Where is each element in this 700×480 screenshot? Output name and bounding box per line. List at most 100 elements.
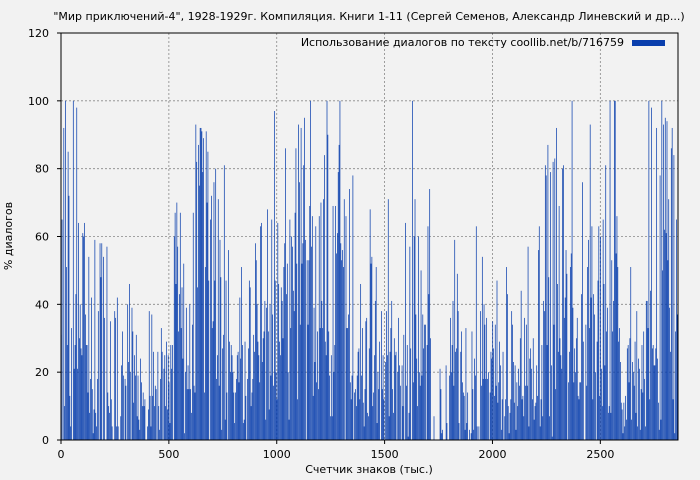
bar — [526, 385, 528, 440]
bar — [579, 382, 581, 440]
bar — [416, 358, 418, 440]
bar — [183, 263, 185, 440]
bar — [549, 416, 551, 440]
bar — [450, 317, 451, 440]
bar — [117, 426, 119, 440]
bar — [314, 361, 316, 440]
bar — [96, 426, 97, 440]
bar — [676, 219, 677, 440]
bar — [485, 378, 487, 440]
bar — [198, 144, 199, 441]
bar — [84, 222, 85, 440]
bar — [94, 239, 96, 440]
bar — [385, 361, 387, 440]
bar — [349, 189, 350, 440]
bar — [190, 389, 192, 440]
bar — [644, 378, 645, 440]
bar — [239, 297, 241, 440]
bar — [532, 338, 534, 440]
bar — [469, 429, 470, 440]
bar — [167, 355, 169, 440]
bar — [356, 375, 358, 440]
bar — [661, 100, 663, 440]
bar — [663, 124, 664, 440]
bar — [292, 246, 293, 440]
bar — [180, 328, 182, 440]
bar — [144, 399, 146, 440]
bar — [426, 345, 428, 440]
bar — [497, 402, 499, 440]
bar — [529, 358, 531, 440]
bar — [192, 324, 193, 440]
bar — [351, 375, 353, 440]
bar — [588, 328, 590, 440]
bar — [324, 155, 325, 440]
bar — [290, 328, 292, 440]
bar — [342, 250, 343, 440]
bar — [318, 216, 320, 440]
bar — [135, 375, 136, 440]
bar — [559, 338, 561, 440]
bar — [309, 205, 311, 440]
bar — [635, 412, 637, 440]
bar — [85, 314, 86, 440]
bar — [76, 107, 78, 440]
bar — [504, 416, 506, 440]
bar — [520, 290, 522, 440]
bar — [599, 395, 601, 440]
bar — [182, 358, 184, 440]
bar — [442, 429, 444, 440]
bar — [492, 321, 494, 440]
bar — [639, 368, 640, 440]
bar — [153, 351, 154, 440]
bar — [576, 317, 578, 440]
bar — [573, 382, 575, 440]
bar — [465, 328, 467, 440]
bar — [587, 267, 588, 440]
bar — [658, 429, 660, 440]
bar — [387, 199, 389, 440]
bar — [240, 358, 242, 440]
bar — [371, 256, 373, 440]
bar — [128, 361, 129, 440]
bar — [544, 165, 546, 440]
bar — [253, 334, 255, 440]
bar — [421, 375, 423, 440]
bar — [555, 389, 557, 440]
y-tick-label: 40 — [35, 298, 49, 311]
bar — [482, 378, 484, 440]
bar — [172, 345, 173, 440]
bar — [150, 426, 152, 440]
bar — [212, 321, 214, 440]
bar — [578, 399, 580, 440]
bar — [173, 236, 175, 440]
bar — [536, 365, 538, 440]
bar — [328, 331, 330, 440]
bar — [192, 212, 194, 440]
bar — [341, 260, 343, 440]
bar — [514, 365, 516, 440]
bar — [648, 100, 650, 440]
bar — [664, 117, 666, 441]
bar — [368, 348, 370, 440]
bar — [337, 172, 339, 440]
bar — [301, 263, 303, 440]
bar — [166, 409, 168, 440]
bar — [91, 389, 93, 440]
bar — [168, 382, 170, 440]
bar — [93, 409, 95, 440]
bar — [203, 138, 204, 440]
bar — [390, 328, 392, 440]
x-tick-label: 1000 — [263, 448, 291, 461]
bar — [657, 358, 658, 440]
bar — [650, 290, 651, 440]
bar — [220, 277, 222, 440]
bar — [294, 212, 296, 440]
bar — [257, 341, 259, 440]
bar — [322, 328, 324, 440]
bar — [204, 267, 206, 440]
bar — [475, 375, 476, 440]
bar — [217, 199, 219, 440]
bar — [362, 328, 363, 440]
bar — [332, 205, 334, 440]
